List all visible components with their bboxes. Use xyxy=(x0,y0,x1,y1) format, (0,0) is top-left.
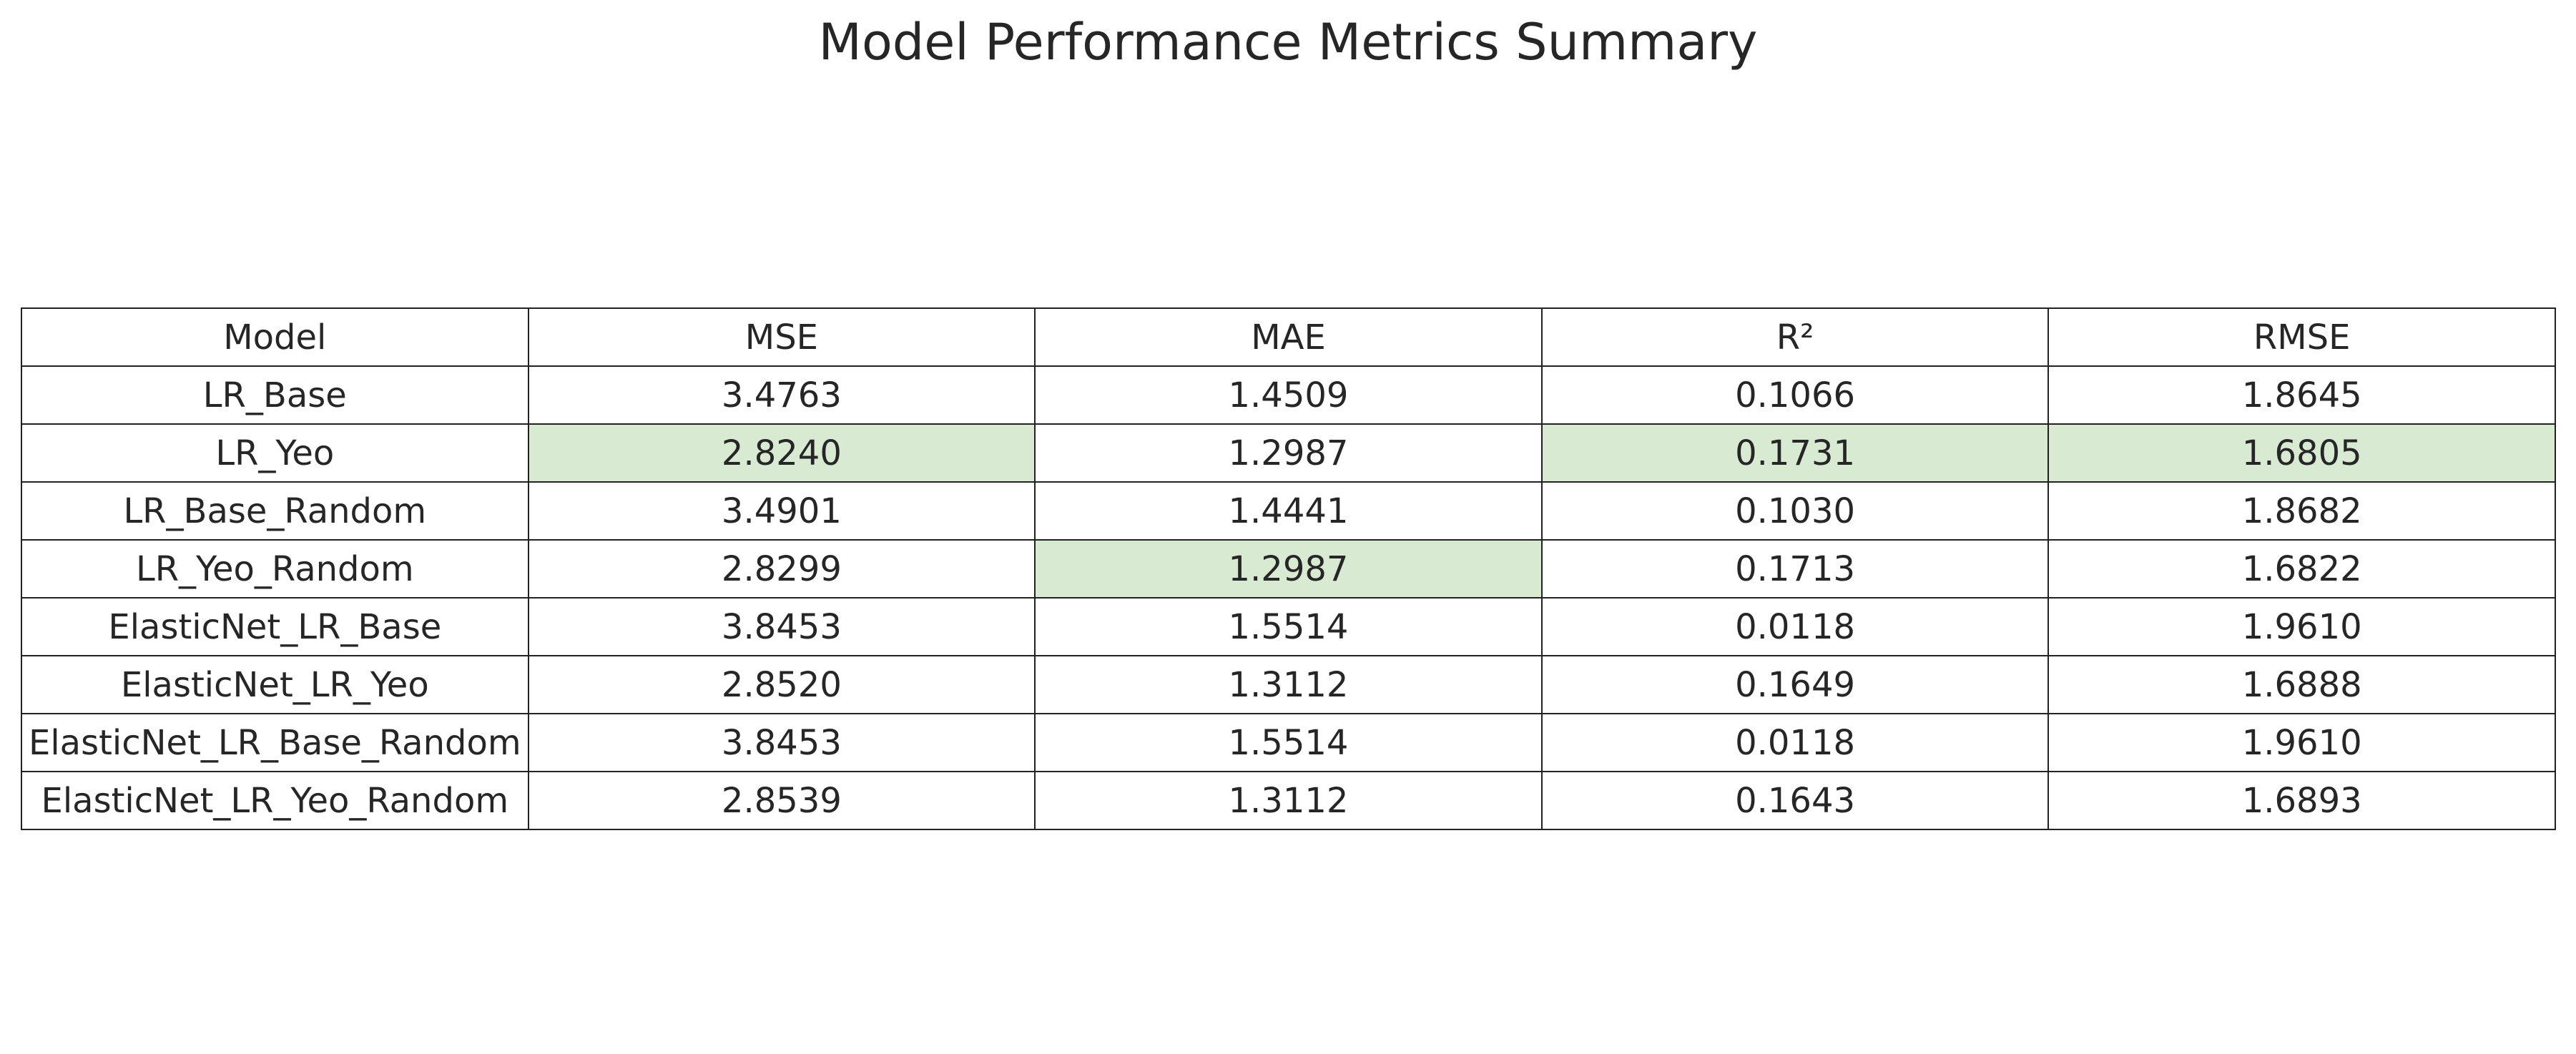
table-cell: 1.4441 xyxy=(1034,481,1543,541)
header-rmse: RMSE xyxy=(2047,307,2556,367)
table-cell: 2.8520 xyxy=(527,655,1036,714)
table-cell: 1.3112 xyxy=(1034,771,1543,830)
header-model: Model xyxy=(21,307,529,367)
table-cell: LR_Base_Random xyxy=(21,481,529,541)
table-cell: 1.2987 xyxy=(1034,423,1543,483)
table-cell: 1.8682 xyxy=(2047,481,2556,541)
table-row: ElasticNet_LR_Base 3.8453 1.5514 0.0118 … xyxy=(21,597,2556,656)
table-cell: 3.4763 xyxy=(527,365,1036,425)
table-cell: 1.9610 xyxy=(2047,713,2556,772)
table-cell-highlighted: 2.8240 xyxy=(527,423,1036,483)
chart-title: Model Performance Metrics Summary xyxy=(818,13,1758,72)
table-row: ElasticNet_LR_Yeo_Random 2.8539 1.3112 0… xyxy=(21,771,2556,830)
table-cell: ElasticNet_LR_Base xyxy=(21,597,529,656)
table-cell: 0.1713 xyxy=(1540,539,2050,599)
table-cell: 3.8453 xyxy=(527,597,1036,656)
table-cell: LR_Yeo xyxy=(21,423,529,483)
table-cell: 1.3112 xyxy=(1034,655,1543,714)
table-cell-highlighted: 1.6805 xyxy=(2047,423,2556,483)
table-cell: 0.1649 xyxy=(1540,655,2050,714)
table-cell: 2.8299 xyxy=(527,539,1036,599)
table-cell: 0.1643 xyxy=(1540,771,2050,830)
table-cell: ElasticNet_LR_Base_Random xyxy=(21,713,529,772)
table-cell: 0.1066 xyxy=(1540,365,2050,425)
table-row: LR_Yeo 2.8240 1.2987 0.1731 1.6805 xyxy=(21,423,2556,483)
table-cell: 0.1030 xyxy=(1540,481,2050,541)
table-cell-highlighted: 1.2987 xyxy=(1034,539,1543,599)
table-row: LR_Base_Random 3.4901 1.4441 0.1030 1.86… xyxy=(21,481,2556,541)
table-cell: ElasticNet_LR_Yeo xyxy=(21,655,529,714)
table-header-row: Model MSE MAE R² RMSE xyxy=(21,307,2556,367)
table-cell: 1.8645 xyxy=(2047,365,2556,425)
table-row: ElasticNet_LR_Yeo 2.8520 1.3112 0.1649 1… xyxy=(21,655,2556,714)
metrics-table: Model MSE MAE R² RMSE LR_Base 3.4763 1.4… xyxy=(21,307,2556,830)
header-mae: MAE xyxy=(1034,307,1543,367)
table-cell: LR_Yeo_Random xyxy=(21,539,529,599)
table-cell: 1.6893 xyxy=(2047,771,2556,830)
table-cell: 1.4509 xyxy=(1034,365,1543,425)
header-r2: R² xyxy=(1540,307,2050,367)
table-cell: 1.6822 xyxy=(2047,539,2556,599)
table-row: LR_Base 3.4763 1.4509 0.1066 1.8645 xyxy=(21,365,2556,425)
table-cell-highlighted: 0.1731 xyxy=(1540,423,2050,483)
header-mse: MSE xyxy=(527,307,1036,367)
table-cell: 1.6888 xyxy=(2047,655,2556,714)
table-cell: 1.5514 xyxy=(1034,597,1543,656)
table-cell: 0.0118 xyxy=(1540,597,2050,656)
table-row: LR_Yeo_Random 2.8299 1.2987 0.1713 1.682… xyxy=(21,539,2556,599)
table-cell: 3.8453 xyxy=(527,713,1036,772)
table-cell: 1.9610 xyxy=(2047,597,2556,656)
table-row: ElasticNet_LR_Base_Random 3.8453 1.5514 … xyxy=(21,713,2556,772)
table-cell: LR_Base xyxy=(21,365,529,425)
table-cell: 1.5514 xyxy=(1034,713,1543,772)
table-cell: 3.4901 xyxy=(527,481,1036,541)
table-cell: 0.0118 xyxy=(1540,713,2050,772)
table-cell: ElasticNet_LR_Yeo_Random xyxy=(21,771,529,830)
table-cell: 2.8539 xyxy=(527,771,1036,830)
